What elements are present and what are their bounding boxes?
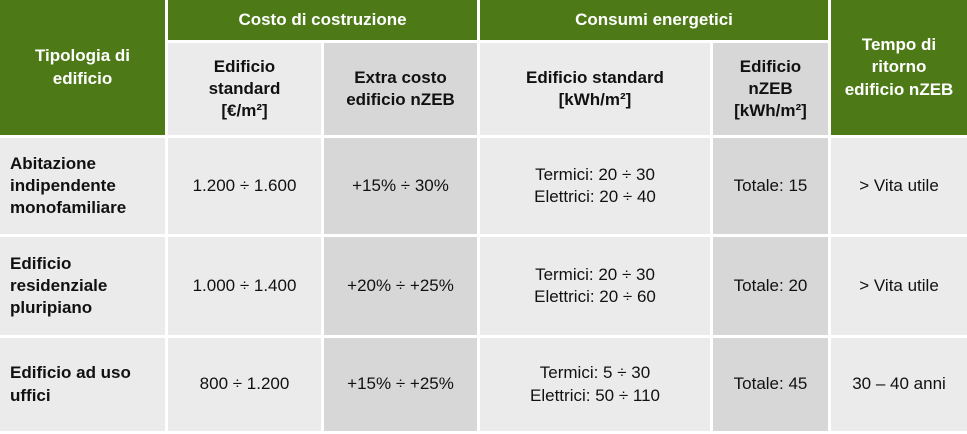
table-row: Abitazione indipendente monofamiliare 1.… — [0, 138, 967, 234]
table-row: Edificio ad uso uffici 800 ÷ 1.200 +15% … — [0, 338, 967, 431]
row-payback: > Vita utile — [831, 237, 967, 335]
table-row: Edificio residenziale pluripiano 1.000 ÷… — [0, 237, 967, 335]
row-consumption: Termici: 5 ÷ 30 Elettrici: 50 ÷ 110 — [480, 338, 710, 431]
header-sub-row: Edificio standard [€/m²] Extra costo edi… — [0, 43, 967, 135]
header-energy-consumption: Consumi energetici — [480, 0, 829, 40]
row-extra-cost: +15% ÷ 30% — [324, 138, 477, 234]
header-extra-cost-nzeb: Extra costo edificio nZEB — [324, 43, 477, 135]
row-consumption: Termici: 20 ÷ 30 Elettrici: 20 ÷ 40 — [480, 138, 710, 234]
row-nzeb-consumption: Totale: 20 — [713, 237, 829, 335]
header-group-row: Tipologia di edificio Costo di costruzio… — [0, 0, 967, 135]
header-standard-building: Edificio standard [€/m²] — [168, 43, 321, 135]
header-standard-consumption: Edificio standard [kWh/m²] — [480, 43, 710, 135]
header-payback: Tempo di ritorno edificio nZEB — [831, 0, 967, 135]
row-nzeb-consumption: Totale: 15 — [713, 138, 829, 234]
row-extra-cost: +20% ÷ +25% — [324, 237, 477, 335]
header-typology: Tipologia di edificio — [0, 0, 165, 135]
row-cost: 1.200 ÷ 1.600 — [168, 138, 321, 234]
row-type: Edificio ad uso uffici — [0, 338, 165, 431]
row-nzeb-consumption: Totale: 45 — [713, 338, 829, 431]
row-type: Edificio residenziale pluripiano — [0, 237, 165, 335]
row-consumption: Termici: 20 ÷ 30 Elettrici: 20 ÷ 60 — [480, 237, 710, 335]
row-cost: 1.000 ÷ 1.400 — [168, 237, 321, 335]
row-type: Abitazione indipendente monofamiliare — [0, 138, 165, 234]
header-nzeb-consumption: Edificio nZEB [kWh/m²] — [713, 43, 829, 135]
row-cost: 800 ÷ 1.200 — [168, 338, 321, 431]
row-payback: > Vita utile — [831, 138, 967, 234]
row-extra-cost: +15% ÷ +25% — [324, 338, 477, 431]
row-payback: 30 – 40 anni — [831, 338, 967, 431]
header-construction-cost: Costo di costruzione — [168, 0, 477, 40]
